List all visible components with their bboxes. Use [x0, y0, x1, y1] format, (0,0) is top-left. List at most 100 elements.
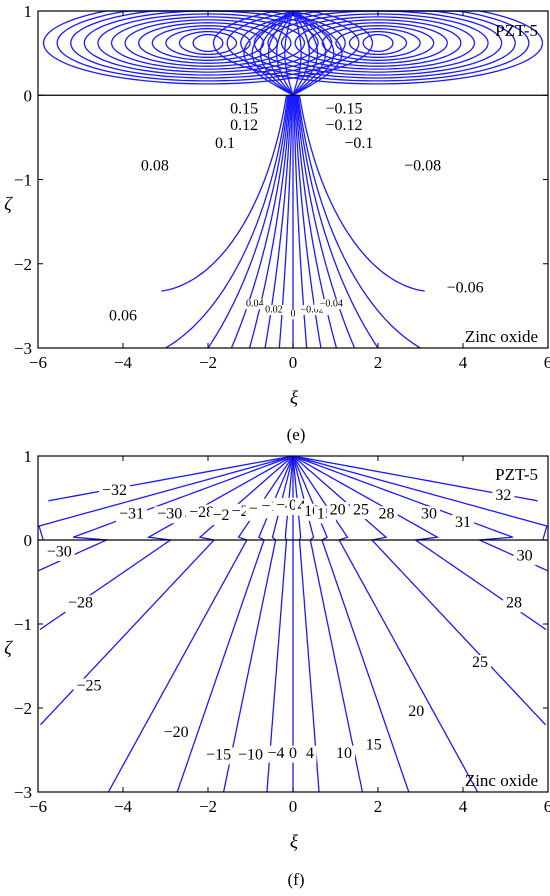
contour-label-bg — [362, 737, 385, 755]
y-tick-label: −2 — [14, 699, 32, 718]
contour-line — [276, 10, 294, 96]
contour-label: 30 — [517, 547, 533, 564]
contour-line — [70, 10, 346, 79]
x-tick-label: 2 — [374, 353, 383, 372]
contour-label-bg — [295, 305, 330, 316]
contour-label-bg — [65, 595, 96, 613]
contour-label-bg — [326, 502, 349, 520]
contour-label-bg — [405, 703, 428, 721]
bottom-material-label: Zinc oxide — [465, 771, 538, 790]
contour-label: −31 — [119, 505, 144, 522]
contour-label: −28 — [189, 504, 214, 521]
contour-line — [243, 10, 294, 96]
contour-line — [165, 28, 251, 58]
contour-label: 31 — [455, 514, 471, 531]
contour-labels: 0.150.120.1 0.08 0.06 0.040.02 0 −0.02−0.04 −0… — [103, 100, 490, 326]
contour-label-bg — [116, 506, 147, 524]
contour-label: −4 — [267, 745, 284, 762]
contour-line — [267, 13, 489, 73]
contour-line — [280, 16, 476, 70]
contour-label-bg — [319, 117, 369, 135]
contour-label: 0.04 — [246, 298, 264, 309]
contour-label: −0.02 — [301, 304, 324, 315]
x-axis-label: ξ — [290, 832, 299, 853]
contour-label: −0.12 — [325, 117, 362, 134]
contour-label: 0.08 — [141, 158, 169, 175]
contour-label-bg — [469, 655, 491, 672]
y-tick-label: 0 — [24, 86, 33, 105]
contour-label: −28 — [68, 594, 93, 611]
contour-label-bg — [314, 299, 349, 310]
contour-line — [97, 13, 319, 73]
contour-line — [292, 10, 319, 96]
contour-label-bg — [319, 101, 369, 119]
panel-f: −32−31−30−28−25−20−15−10−404101520252830… — [4, 447, 550, 889]
contour-label-bg — [160, 724, 192, 742]
contour-label-bg — [333, 745, 355, 763]
contour-label-bg — [43, 544, 75, 562]
contour-line — [292, 455, 548, 541]
x-tick-label: 6 — [544, 797, 550, 816]
contour-label: −20 — [164, 724, 189, 741]
contour-label: 0.12 — [230, 117, 258, 134]
y-tick-label: −3 — [14, 783, 32, 802]
contour-line — [56, 10, 360, 82]
contour-label: 32 — [495, 487, 511, 504]
y-axis-label: ζ — [4, 638, 13, 659]
contour-label-bg — [286, 745, 300, 763]
contour-label-bg — [134, 158, 175, 176]
contour-line — [297, 95, 421, 349]
contour-label-bg — [235, 747, 266, 765]
contour-label: −32 — [102, 482, 127, 499]
contour-label-bg — [73, 678, 105, 696]
contour-line — [207, 95, 290, 349]
contour-label: −0.06 — [447, 280, 484, 297]
contour-line — [335, 28, 421, 58]
contour-label: 20 — [408, 703, 424, 720]
contour-label-bg — [418, 506, 440, 524]
contour-line — [138, 22, 278, 64]
contour-label: 0.15 — [230, 100, 258, 117]
y-tick-label: −3 — [14, 339, 32, 358]
contour-line — [165, 95, 289, 349]
contour-label-bg — [265, 745, 287, 763]
contour-line — [292, 10, 343, 96]
x-tick-label: −6 — [29, 353, 47, 372]
contour-label: 15 — [366, 736, 382, 753]
contour-line — [253, 10, 503, 76]
y-axis-label: ζ — [4, 194, 13, 215]
contour-label: 0.1 — [215, 135, 235, 152]
contour-label-bg — [103, 308, 143, 326]
contour-line — [348, 30, 408, 56]
contour-line — [110, 16, 306, 70]
contour-line — [292, 10, 335, 96]
contour-label: −10 — [238, 747, 263, 764]
contour-line — [292, 10, 310, 96]
contour-label: −0.1 — [344, 135, 373, 152]
top-material-label: PZT-5 — [495, 21, 538, 40]
contour-label: 4 — [306, 745, 314, 762]
y-tick-label: 1 — [24, 447, 33, 466]
contour-line — [192, 33, 224, 53]
contour-label-bg — [203, 747, 235, 765]
x-tick-label: −6 — [29, 797, 47, 816]
bottom-material-label: Zinc oxide — [465, 327, 538, 346]
contour-label: −30 — [47, 543, 72, 560]
contour-label-bg — [503, 595, 525, 613]
contour-label: 0 — [289, 497, 297, 514]
top-material-label: PZT-5 — [495, 465, 538, 484]
contour-label-bg — [259, 305, 288, 316]
contour-label: 20 — [330, 501, 346, 518]
contour-line — [292, 455, 549, 572]
contour-label: −25 — [76, 678, 101, 695]
contour-line — [240, 10, 516, 79]
contour-line — [161, 95, 288, 292]
contour-line — [298, 95, 425, 292]
contour-line — [292, 455, 547, 726]
contour-label: 30 — [421, 505, 437, 522]
x-tick-label: −2 — [199, 797, 217, 816]
panel-caption: (e) — [287, 425, 306, 444]
x-tick-label: −4 — [114, 797, 133, 816]
contour-line — [83, 10, 333, 76]
